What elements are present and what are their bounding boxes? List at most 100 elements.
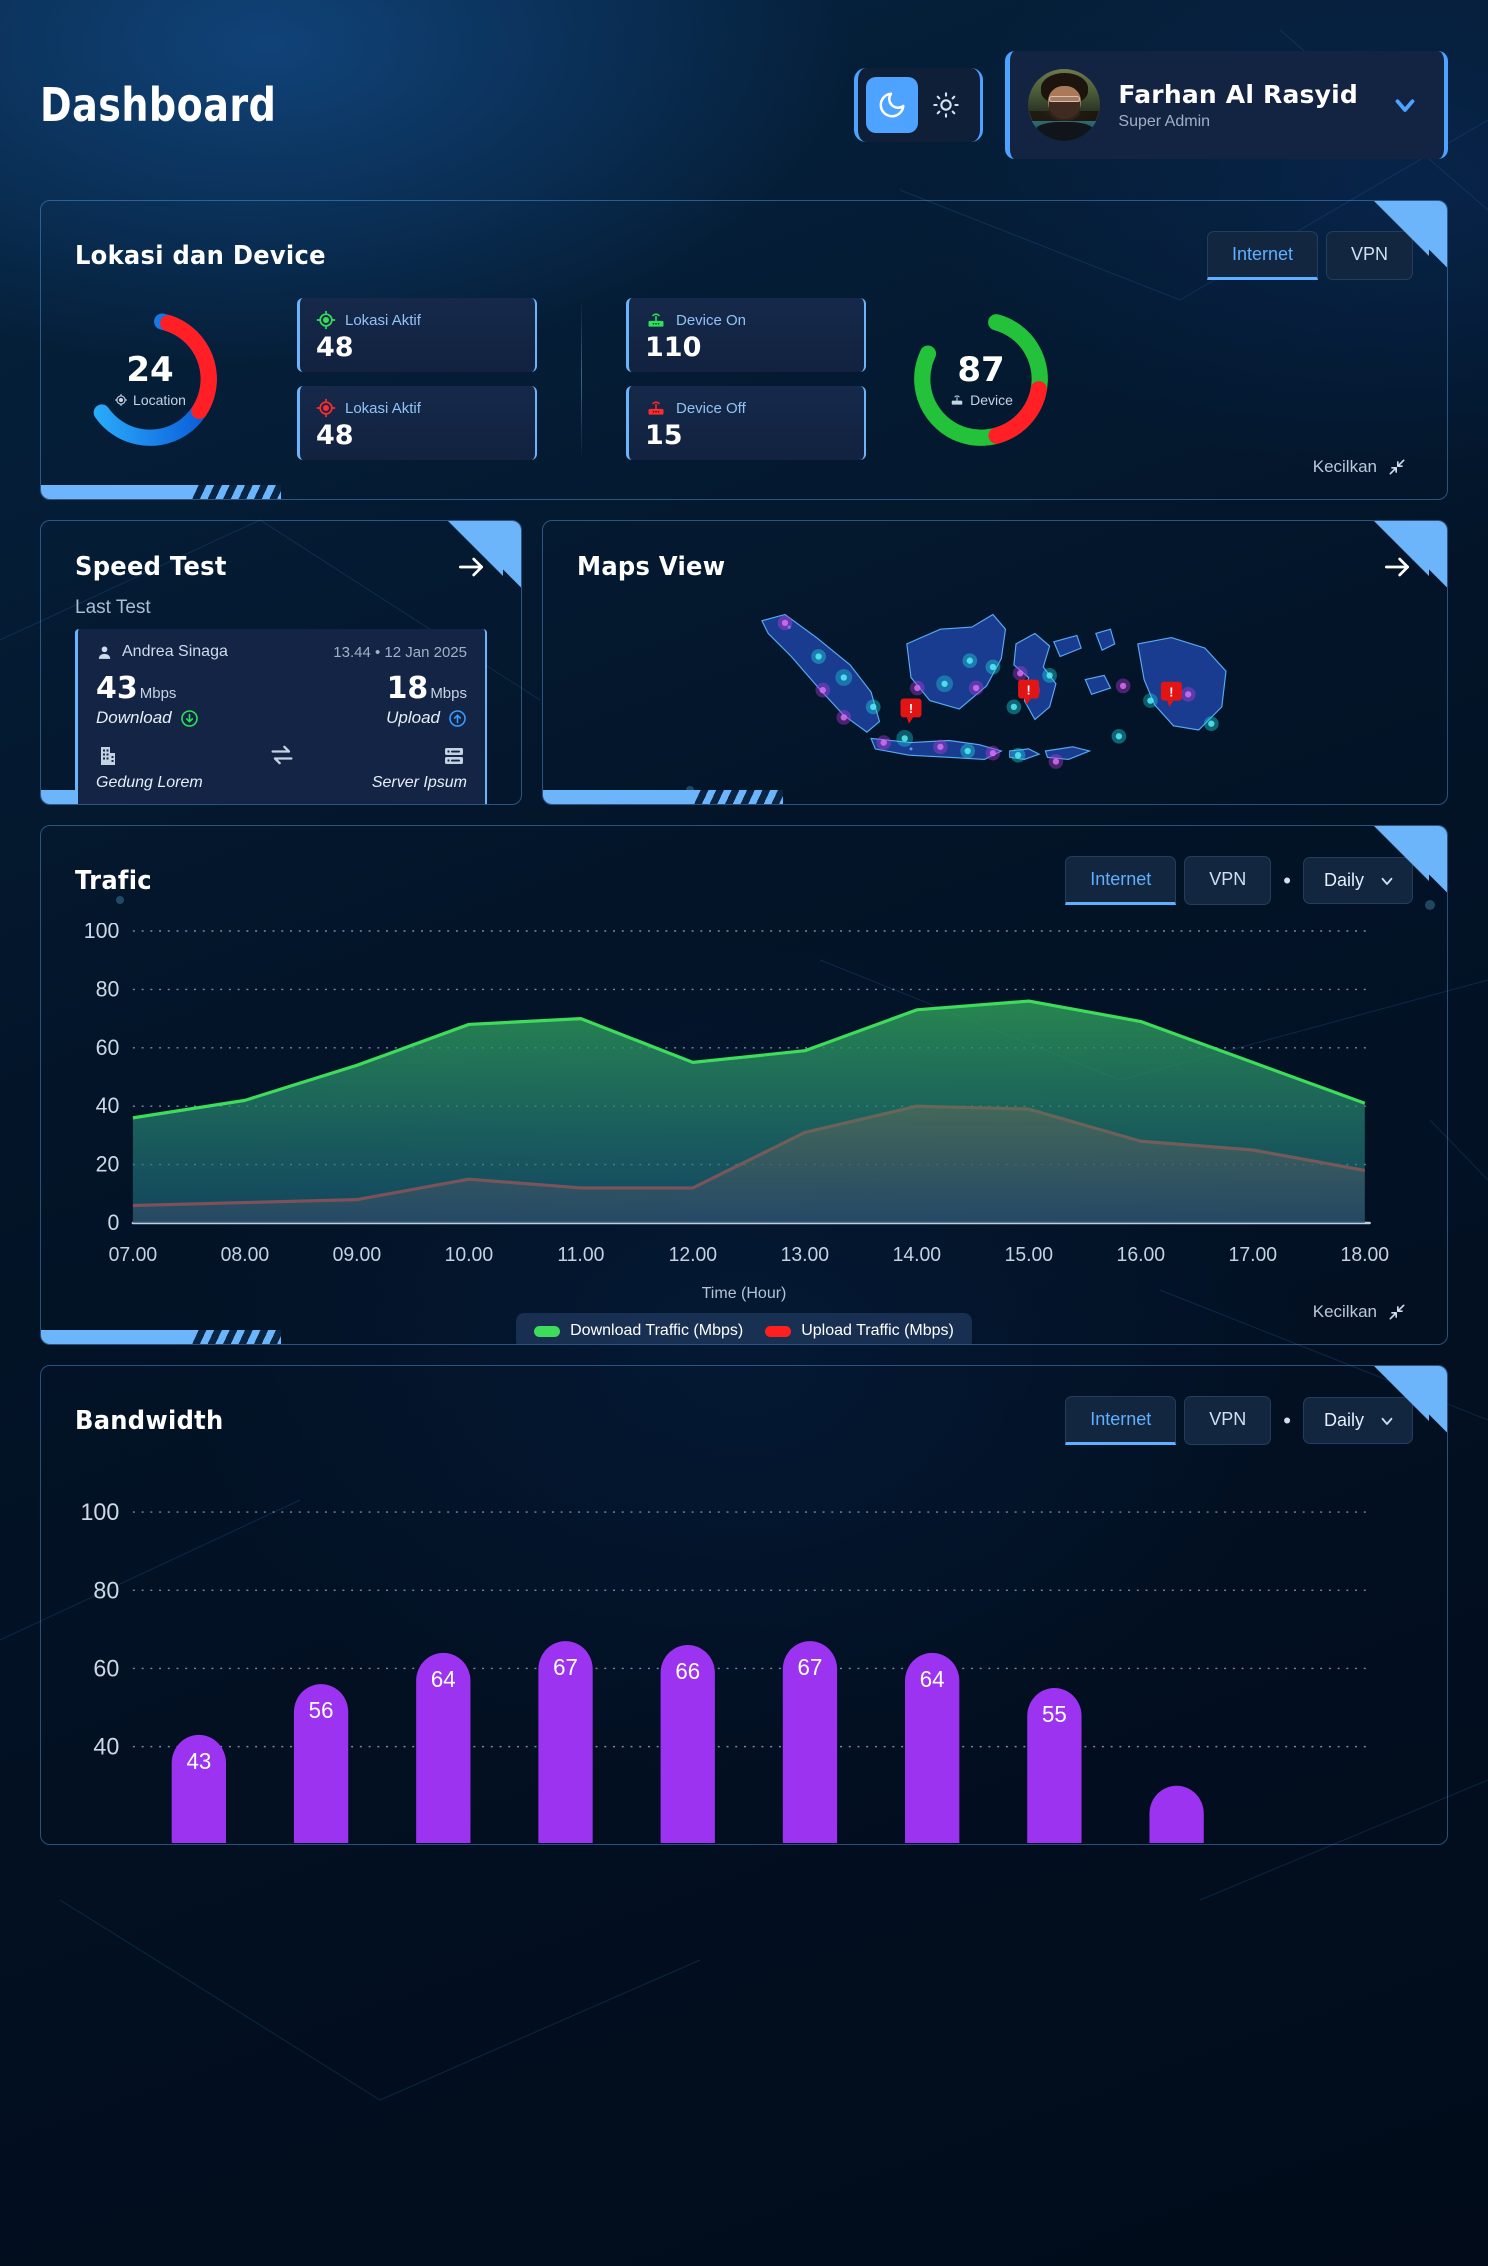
moon-icon — [879, 92, 905, 118]
segmented-control: Internet VPN — [1065, 1396, 1272, 1445]
trafic-card-title: Trafic — [75, 865, 152, 896]
device-stats-column: Device On 110 Device O — [626, 298, 866, 460]
svg-text:100: 100 — [81, 1500, 120, 1526]
control-separator: • — [1283, 1407, 1291, 1433]
collapse-icon — [1389, 1304, 1405, 1320]
collapse-label: Kecilkan — [1312, 457, 1377, 476]
svg-text:64: 64 — [920, 1666, 945, 1692]
svg-text:55: 55 — [1042, 1701, 1067, 1727]
location-count: 24 — [126, 350, 174, 390]
server-icon — [445, 748, 463, 764]
source-location-name: Gedung Lorem — [96, 774, 203, 791]
tab-vpn[interactable]: VPN — [1184, 1396, 1272, 1445]
collapse-trafic-button[interactable]: Kecilkan — [1313, 1302, 1407, 1322]
period-label: Daily — [1323, 870, 1364, 890]
arrow-right-icon — [459, 557, 483, 577]
page-title: Dashboard — [40, 78, 277, 132]
lokasi-stats-column: Lokasi Aktif 48 Lokasi Aktif 48 — [297, 298, 537, 460]
svg-text:100: 100 — [84, 923, 120, 943]
segmented-control: Internet VPN — [1206, 231, 1413, 280]
download-value: 43 — [96, 671, 138, 706]
swap-horizontal-icon — [268, 741, 296, 774]
svg-text:56: 56 — [309, 1697, 334, 1723]
maps-view-title: Maps View — [577, 552, 726, 582]
lokasi-card-tabs: Internet VPN — [1206, 231, 1413, 280]
tab-internet[interactable]: Internet — [1065, 856, 1177, 905]
legend-swatch-download — [534, 1325, 561, 1337]
last-test-user: Andrea Sinaga — [96, 643, 228, 661]
building-icon — [101, 747, 115, 765]
indonesia-map[interactable]: ! ! ! — [567, 583, 1423, 793]
svg-text:!: ! — [1026, 683, 1030, 697]
arrow-up-circle-icon — [449, 709, 466, 727]
tab-internet[interactable]: Internet — [1065, 1396, 1177, 1445]
stat-device-off[interactable]: Device Off 15 — [626, 386, 866, 460]
dark-mode-button[interactable] — [866, 77, 919, 133]
tab-internet[interactable]: Internet — [1206, 231, 1318, 280]
svg-text:43: 43 — [186, 1748, 211, 1774]
tab-vpn[interactable]: VPN — [1184, 856, 1272, 905]
legend-swatch-upload — [765, 1325, 792, 1337]
legend-item-upload: Upload Traffic (Mbps) — [765, 1322, 954, 1340]
svg-text:80: 80 — [93, 1578, 119, 1604]
device-label-text: Device — [970, 392, 1013, 408]
svg-text:11.00: 11.00 — [557, 1244, 604, 1266]
tab-vpn[interactable]: VPN — [1325, 231, 1413, 280]
svg-text:15.00: 15.00 — [1005, 1244, 1054, 1266]
maps-view-open-button[interactable] — [1381, 551, 1413, 583]
chevron-down-icon[interactable] — [1376, 90, 1420, 120]
upload-value: 18 — [386, 671, 429, 706]
upload-label-row: Upload — [386, 708, 467, 728]
page-header: Dashboard — [40, 0, 1448, 200]
svg-text:13.00: 13.00 — [781, 1244, 830, 1266]
legend-label-upload: Upload Traffic (Mbps) — [801, 1322, 954, 1339]
arrow-right-icon — [1385, 557, 1409, 577]
stat-device-on[interactable]: Device On 110 — [626, 298, 866, 372]
upload-block: 18 Mbps Upload — [386, 671, 467, 728]
header-actions: Farhan Al Rasyid Super Admin — [854, 51, 1448, 159]
light-mode-button[interactable] — [920, 77, 972, 133]
svg-text:08.00: 08.00 — [221, 1244, 270, 1266]
location-target-icon — [115, 394, 127, 406]
legend-item-download: Download Traffic (Mbps) — [534, 1322, 743, 1340]
trafic-card: Trafic Internet VPN • Daily 0 20 40 60 80 100… — [40, 825, 1448, 1345]
stat-label: Device On — [676, 311, 747, 329]
stat-value: 48 — [316, 332, 354, 363]
location-donut-label: Location — [114, 392, 186, 408]
svg-text:20: 20 — [96, 1151, 120, 1176]
collapse-lokasi-button[interactable]: Kecilkan — [1313, 457, 1407, 477]
chevron-down-icon — [1381, 1417, 1393, 1425]
svg-text:67: 67 — [798, 1654, 823, 1680]
svg-text:14.00: 14.00 — [893, 1244, 942, 1266]
section-divider — [581, 298, 582, 460]
device-donut-chart: 87 Device — [906, 304, 1056, 454]
bandwidth-card-controls: Internet VPN • Daily — [1065, 1396, 1413, 1445]
last-test-timestamp: 13.44 • 12 Jan 2025 — [333, 643, 467, 661]
location-label-text: Location — [133, 392, 186, 408]
upload-label: Upload — [386, 708, 440, 727]
arrow-down-circle-icon — [180, 709, 198, 727]
collapse-icon — [1389, 459, 1405, 475]
control-separator: • — [1283, 867, 1291, 893]
period-label: Daily — [1323, 1410, 1364, 1430]
card-corner-stripes — [191, 1330, 281, 1344]
target-red-icon — [316, 398, 336, 418]
stat-lokasi-aktif-red[interactable]: Lokasi Aktif 48 — [297, 386, 537, 460]
download-block: 43 Mbps Download — [96, 671, 199, 728]
theme-toggle[interactable] — [854, 68, 984, 142]
mid-row: Speed Test Last Test Andrea Sinaga — [40, 520, 1448, 805]
lokasi-card-body: 24 Location — [41, 280, 1447, 460]
trafic-x-axis-title: Time (Hour) — [701, 1285, 787, 1302]
period-dropdown[interactable]: Daily — [1302, 857, 1413, 904]
user-profile-menu[interactable]: Farhan Al Rasyid Super Admin — [1005, 51, 1448, 159]
svg-text:09.00: 09.00 — [333, 1244, 382, 1266]
user-icon — [98, 645, 111, 659]
last-test-panel: Andrea Sinaga 13.44 • 12 Jan 2025 43 Mbps… — [75, 629, 487, 804]
stat-lokasi-aktif-green[interactable]: Lokasi Aktif 48 — [297, 298, 537, 372]
location-donut-chart: 24 Location — [75, 304, 225, 454]
period-dropdown[interactable]: Daily — [1302, 1397, 1413, 1444]
bandwidth-chart: 40 60 80 100 43 56 64 67 66 67 64 55 — [65, 1463, 1423, 1843]
svg-text:!: ! — [909, 702, 913, 716]
speed-test-open-button[interactable] — [455, 551, 487, 583]
